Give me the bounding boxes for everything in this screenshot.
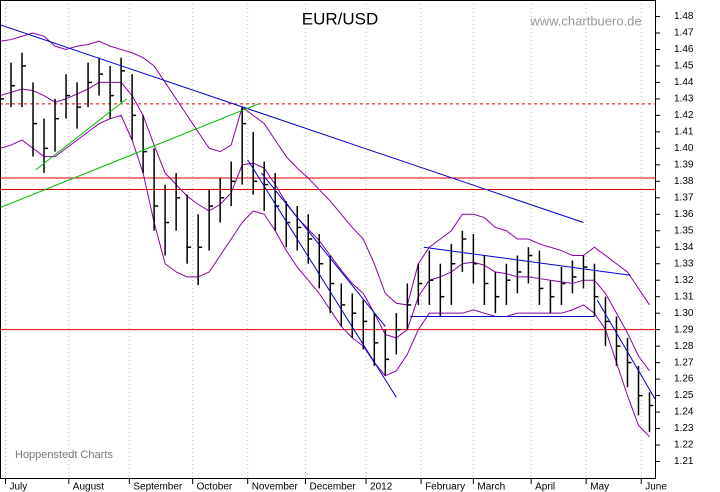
y-tick-label: 1.34 xyxy=(674,242,694,253)
y-tick-label: 1.47 xyxy=(674,28,694,39)
y-tick-label: 1.41 xyxy=(674,127,694,138)
y-tick-label: 1.40 xyxy=(674,143,694,154)
y-tick-label: 1.36 xyxy=(674,209,694,220)
y-tick-label: 1.25 xyxy=(674,390,694,401)
x-tick-label: May xyxy=(590,482,609,492)
trendline xyxy=(0,103,259,209)
bollinger-middle xyxy=(0,81,650,372)
y-tick-label: 1.33 xyxy=(674,258,694,269)
y-tick-label: 1.44 xyxy=(674,77,694,88)
y-tick-label: 1.43 xyxy=(674,94,694,105)
x-tick-label: February xyxy=(425,482,465,492)
y-tick-label: 1.32 xyxy=(674,275,694,286)
y-tick-label: 1.24 xyxy=(674,407,694,418)
y-tick-label: 1.26 xyxy=(674,374,694,385)
y-tick-label: 1.29 xyxy=(674,324,694,335)
y-tick-label: 1.23 xyxy=(674,423,694,434)
trendline xyxy=(596,299,656,400)
y-tick-label: 1.45 xyxy=(674,61,694,72)
chart-title: EUR/USD xyxy=(302,9,379,28)
y-tick-label: 1.37 xyxy=(674,192,694,203)
x-tick-label: October xyxy=(197,482,233,492)
x-tick-label: August xyxy=(73,482,104,492)
y-tick-label: 1.21 xyxy=(674,456,694,467)
x-tick-label: 2012 xyxy=(370,482,393,492)
x-tick-label: April xyxy=(535,482,555,492)
trendline xyxy=(247,159,397,398)
y-tick-label: 1.27 xyxy=(674,357,694,368)
x-tick-label: June xyxy=(645,482,667,492)
x-tick-label: July xyxy=(10,482,28,492)
trendline xyxy=(423,246,631,276)
bollinger-lower xyxy=(0,114,650,438)
bollinger-upper xyxy=(0,32,650,306)
y-tick-label: 1.35 xyxy=(674,225,694,236)
trendline xyxy=(261,172,386,327)
credit-label: Hoppenstedt Charts xyxy=(15,449,113,461)
x-tick-label: December xyxy=(309,482,356,492)
plot-frame xyxy=(0,0,656,479)
trendline xyxy=(35,98,127,171)
y-tick-label: 1.39 xyxy=(674,159,694,170)
y-tick-label: 1.42 xyxy=(674,110,694,121)
y-tick-label: 1.46 xyxy=(674,44,694,55)
y-tick-label: 1.31 xyxy=(674,291,694,302)
x-tick-label: September xyxy=(133,482,183,492)
x-tick-label: November xyxy=(252,482,299,492)
source-label: www.chartbuero.de xyxy=(529,13,641,28)
y-tick-label: 1.22 xyxy=(674,440,694,451)
y-tick-label: 1.38 xyxy=(674,176,694,187)
plot-area xyxy=(0,0,656,478)
y-tick-label: 1.28 xyxy=(674,341,694,352)
x-tick-label: March xyxy=(477,482,505,492)
trendline xyxy=(0,24,584,223)
y-tick-label: 1.48 xyxy=(674,11,694,22)
y-tick-label: 1.30 xyxy=(674,308,694,319)
